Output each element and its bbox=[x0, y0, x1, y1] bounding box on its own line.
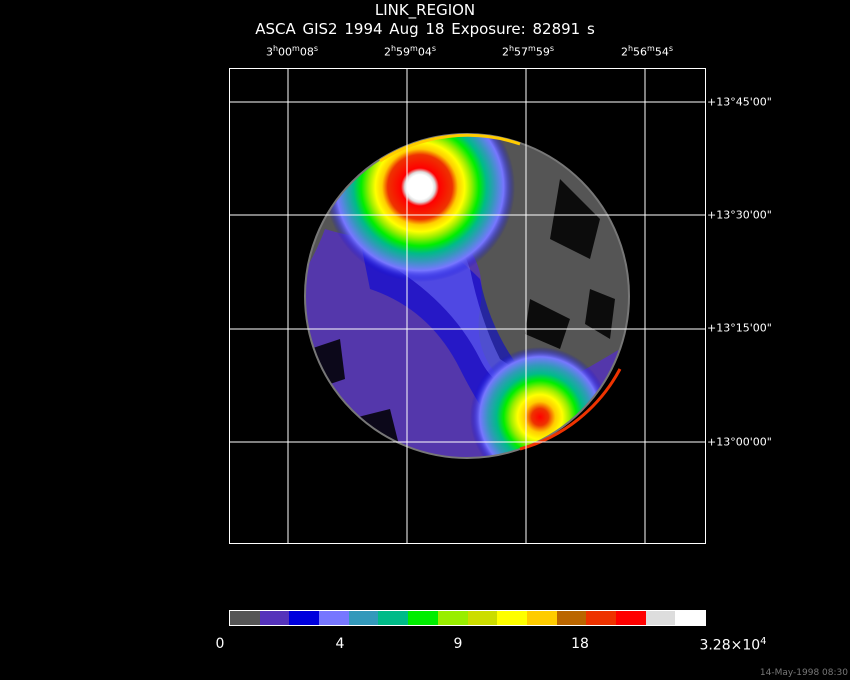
dec-label-3: +13°15'00" bbox=[707, 321, 772, 335]
colorbar-swatch-0 bbox=[230, 611, 260, 625]
colorbar-label-2: 9 bbox=[453, 636, 463, 652]
colorbar-swatch-10 bbox=[526, 611, 557, 625]
dec-label-1: +13°45'00" bbox=[707, 95, 772, 109]
rim-arc-bottom bbox=[519, 368, 622, 451]
ra-label-4: 2h56m54s bbox=[620, 44, 674, 59]
colorbar-swatch-11 bbox=[556, 611, 587, 625]
colorbar-swatch-1 bbox=[259, 611, 290, 625]
colorbar-swatch-3 bbox=[319, 611, 349, 625]
colorbar-swatch-8 bbox=[467, 611, 498, 625]
ra-label-3: 2h57m59s bbox=[501, 44, 555, 59]
colorbar-label-0: 0 bbox=[215, 636, 225, 652]
plot-title: LINK_REGION bbox=[374, 1, 476, 19]
dec-label-2: +13°30'00" bbox=[707, 208, 772, 222]
colorbar-swatch-15 bbox=[675, 611, 705, 625]
colorbar-swatch-9 bbox=[497, 611, 527, 625]
colorbar-label-max: 3.28×104 bbox=[699, 636, 767, 654]
colorbar-swatch-4 bbox=[348, 611, 379, 625]
observation-subtitle: ASCA GIS2 1994 Aug 18 Exposure: 82891 s bbox=[255, 20, 595, 38]
colorbar-swatch-7 bbox=[437, 611, 468, 625]
colorbar-swatch-6 bbox=[408, 611, 438, 625]
colorbar-swatch-12 bbox=[586, 611, 616, 625]
dec-label-4: +13°00'00" bbox=[707, 435, 772, 449]
field-of-view bbox=[305, 134, 629, 458]
coordinate-grid bbox=[230, 69, 705, 543]
colorbar bbox=[229, 610, 706, 626]
ra-label-2: 2h59m04s bbox=[383, 44, 437, 59]
timestamp: 14-May-1998 08:30 bbox=[759, 668, 848, 678]
rim-arc-top bbox=[379, 133, 521, 163]
colorbar-label-3: 18 bbox=[571, 636, 589, 652]
colorbar-swatch-2 bbox=[289, 611, 320, 625]
colorbar-label-1: 4 bbox=[335, 636, 345, 652]
xray-image bbox=[230, 69, 705, 543]
image-frame bbox=[229, 68, 706, 544]
colorbar-swatch-13 bbox=[615, 611, 646, 625]
colorbar-swatch-14 bbox=[645, 611, 676, 625]
colorbar-swatch-5 bbox=[378, 611, 409, 625]
ra-label-1: 3h00m08s bbox=[265, 44, 319, 59]
